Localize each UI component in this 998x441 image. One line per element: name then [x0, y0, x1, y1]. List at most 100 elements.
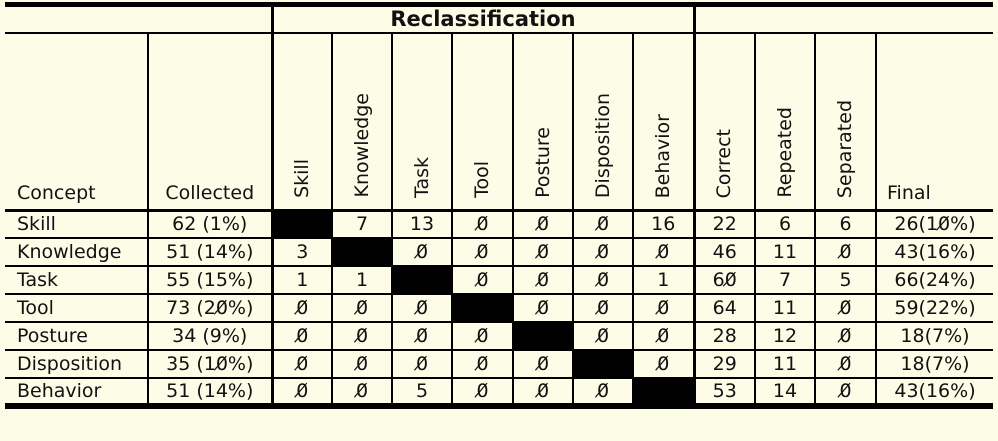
final-column-header: Final [875, 33, 993, 212]
matrix-cell: 0̸ [451, 377, 513, 407]
matrix-cell: 0̸ [270, 349, 332, 379]
diagonal-cell [632, 377, 694, 407]
concept-cell: Knowledge [5, 237, 148, 267]
reclass-column-header-task: Task [391, 33, 452, 212]
correct-cell: 60̸ [692, 265, 755, 295]
matrix-cell: 0̸ [512, 265, 573, 295]
matrix-cell: 0̸ [270, 377, 332, 407]
reclassification-header-row: Reclassification [5, 4, 993, 35]
matrix-cell: 0̸ [270, 321, 332, 351]
matrix-cell: 0̸ [451, 209, 513, 239]
rotated-header-label: Repeated [773, 107, 796, 198]
rotated-header-label: Skill [290, 158, 313, 198]
rotated-header-label: Behavior [651, 113, 674, 198]
matrix-cell: 0̸ [331, 321, 392, 351]
matrix-cell: 1 [331, 265, 392, 295]
matrix-cell: 0̸ [512, 377, 573, 407]
table-row-task: Task 55 (15%) 1 1 0̸ 0̸ 0̸ 1 60̸ 7 5 66(… [5, 265, 993, 295]
table-row-knowledge: Knowledge 51 (14%) 3 0̸ 0̸ 0̸ 0̸ 0̸ 46 1… [5, 237, 993, 267]
final-cell: 66(24%) [875, 265, 993, 295]
repeated-cell: 12 [754, 321, 815, 351]
diagonal-cell [270, 209, 332, 239]
separated-cell: 5 [814, 265, 876, 295]
separated-cell: 0̸ [814, 349, 876, 379]
matrix-cell: 16 [632, 209, 694, 239]
repeated-cell: 11 [754, 293, 815, 323]
matrix-cell: 0̸ [451, 265, 513, 295]
matrix-cell: 0̸ [451, 237, 513, 267]
matrix-cell: 0̸ [331, 349, 392, 379]
reclass-column-header-disposition: Disposition [572, 33, 633, 212]
matrix-cell: 5 [391, 377, 452, 407]
matrix-cell: 0̸ [391, 349, 452, 379]
final-cell: 43(16%) [875, 377, 993, 407]
matrix-cell: 0̸ [572, 321, 633, 351]
diagonal-cell [391, 265, 452, 295]
matrix-cell: 0̸ [572, 377, 633, 407]
concept-cell: Tool [5, 293, 148, 323]
matrix-cell: 0̸ [391, 321, 452, 351]
matrix-cell: 0̸ [451, 321, 513, 351]
diagonal-cell [331, 237, 392, 267]
concept-cell: Behavior [5, 377, 148, 407]
collected-cell: 34 (9%) [147, 321, 272, 351]
matrix-cell: 3 [270, 237, 332, 267]
reclassification-table: Reclassification Concept Collected Skill… [5, 2, 993, 410]
separated-cell: 0̸ [814, 237, 876, 267]
concept-column-header: Concept [5, 33, 148, 212]
table-row-behavior: Behavior 51 (14%) 0̸ 0̸ 5 0̸ 0̸ 0̸ 53 14… [5, 377, 993, 407]
repeated-cell: 6 [754, 209, 815, 239]
correct-column-header: Correct [692, 33, 755, 212]
reclassification-title: Reclassification [270, 4, 696, 35]
rotated-header-label: Tool [471, 160, 493, 198]
diagonal-cell [451, 293, 513, 323]
table-row-skill: Skill 62 (1%) 7 13 0̸ 0̸ 0̸ 16 22 6 6 26… [5, 209, 993, 239]
reclass-column-header-knowledge: Knowledge [331, 33, 392, 212]
reclass-column-header-tool: Tool [451, 33, 513, 212]
header-spacer-left [5, 4, 272, 35]
reclass-column-header-skill: Skill [270, 33, 332, 212]
matrix-cell: 0̸ [331, 377, 392, 407]
diagonal-cell [572, 349, 633, 379]
matrix-cell: 0̸ [331, 293, 392, 323]
header-spacer-right [694, 4, 993, 35]
collected-cell: 55 (15%) [147, 265, 272, 295]
correct-cell: 29 [692, 349, 755, 379]
rotated-header-label: Correct [713, 128, 736, 198]
final-cell: 43(16%) [875, 237, 993, 267]
concept-cell: Posture [5, 321, 148, 351]
matrix-cell: 0̸ [632, 349, 694, 379]
matrix-cell: 0̸ [512, 293, 573, 323]
repeated-cell: 14 [754, 377, 815, 407]
matrix-cell: 0̸ [632, 321, 694, 351]
repeated-column-header: Repeated [754, 33, 815, 212]
repeated-cell: 11 [754, 237, 815, 267]
collected-cell: 35 (10̸%) [147, 349, 272, 379]
reclass-column-header-posture: Posture [512, 33, 573, 212]
column-header-row: Concept Collected Skill Knowledge Task T… [5, 33, 993, 212]
final-cell: 26(10̸%) [875, 209, 993, 239]
matrix-cell: 1 [632, 265, 694, 295]
concept-cell: Disposition [5, 349, 148, 379]
collected-column-header: Collected [147, 33, 272, 212]
correct-cell: 22 [692, 209, 755, 239]
rotated-header-label: Disposition [591, 92, 614, 198]
collected-cell: 51 (14%) [147, 377, 272, 407]
final-cell: 18(7%) [875, 321, 993, 351]
matrix-cell: 0̸ [512, 209, 573, 239]
separated-cell: 0̸ [814, 377, 876, 407]
matrix-cell: 7 [331, 209, 392, 239]
concept-cell: Skill [5, 209, 148, 239]
matrix-cell: 0̸ [572, 237, 633, 267]
repeated-cell: 11 [754, 349, 815, 379]
final-cell: 59(22%) [875, 293, 993, 323]
correct-cell: 53 [692, 377, 755, 407]
rotated-header-label: Task [410, 156, 433, 198]
matrix-cell: 13 [391, 209, 452, 239]
matrix-cell: 1 [270, 265, 332, 295]
separated-cell: 0̸ [814, 293, 876, 323]
matrix-cell: 0̸ [451, 349, 513, 379]
separated-column-header: Separated [814, 33, 876, 212]
matrix-cell: 0̸ [572, 209, 633, 239]
rotated-header-label: Knowledge [350, 93, 373, 198]
